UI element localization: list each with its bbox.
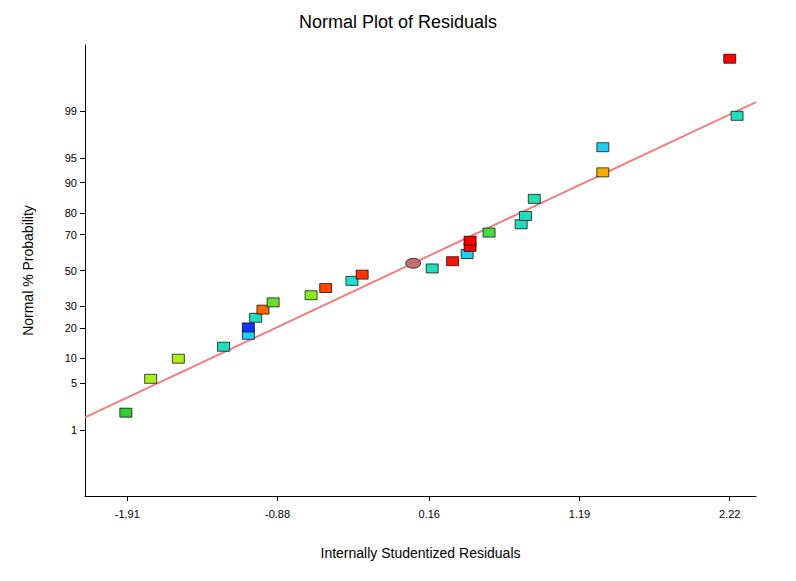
svg-text:30: 30 [65,300,77,312]
svg-text:1.19: 1.19 [569,508,590,520]
svg-text:0.16: 0.16 [419,508,440,520]
svg-text:Internally Studentized Residua: Internally Studentized Residuals [320,545,520,561]
svg-text:70: 70 [65,229,77,241]
svg-text:50: 50 [65,265,77,277]
svg-text:5: 5 [71,377,77,389]
svg-text:20: 20 [65,322,77,334]
svg-text:Normal % Probability: Normal % Probability [20,205,36,336]
svg-text:99: 99 [65,105,77,117]
svg-text:-1.91: -1.91 [115,508,140,520]
svg-text:90: 90 [65,177,77,189]
svg-text:-0.88: -0.88 [265,508,290,520]
svg-text:2.22: 2.22 [719,508,740,520]
svg-text:80: 80 [65,207,77,219]
svg-text:Normal Plot of Residuals: Normal Plot of Residuals [299,12,497,32]
svg-text:10: 10 [65,352,77,364]
svg-text:1: 1 [71,424,77,436]
svg-text:95: 95 [65,152,77,164]
